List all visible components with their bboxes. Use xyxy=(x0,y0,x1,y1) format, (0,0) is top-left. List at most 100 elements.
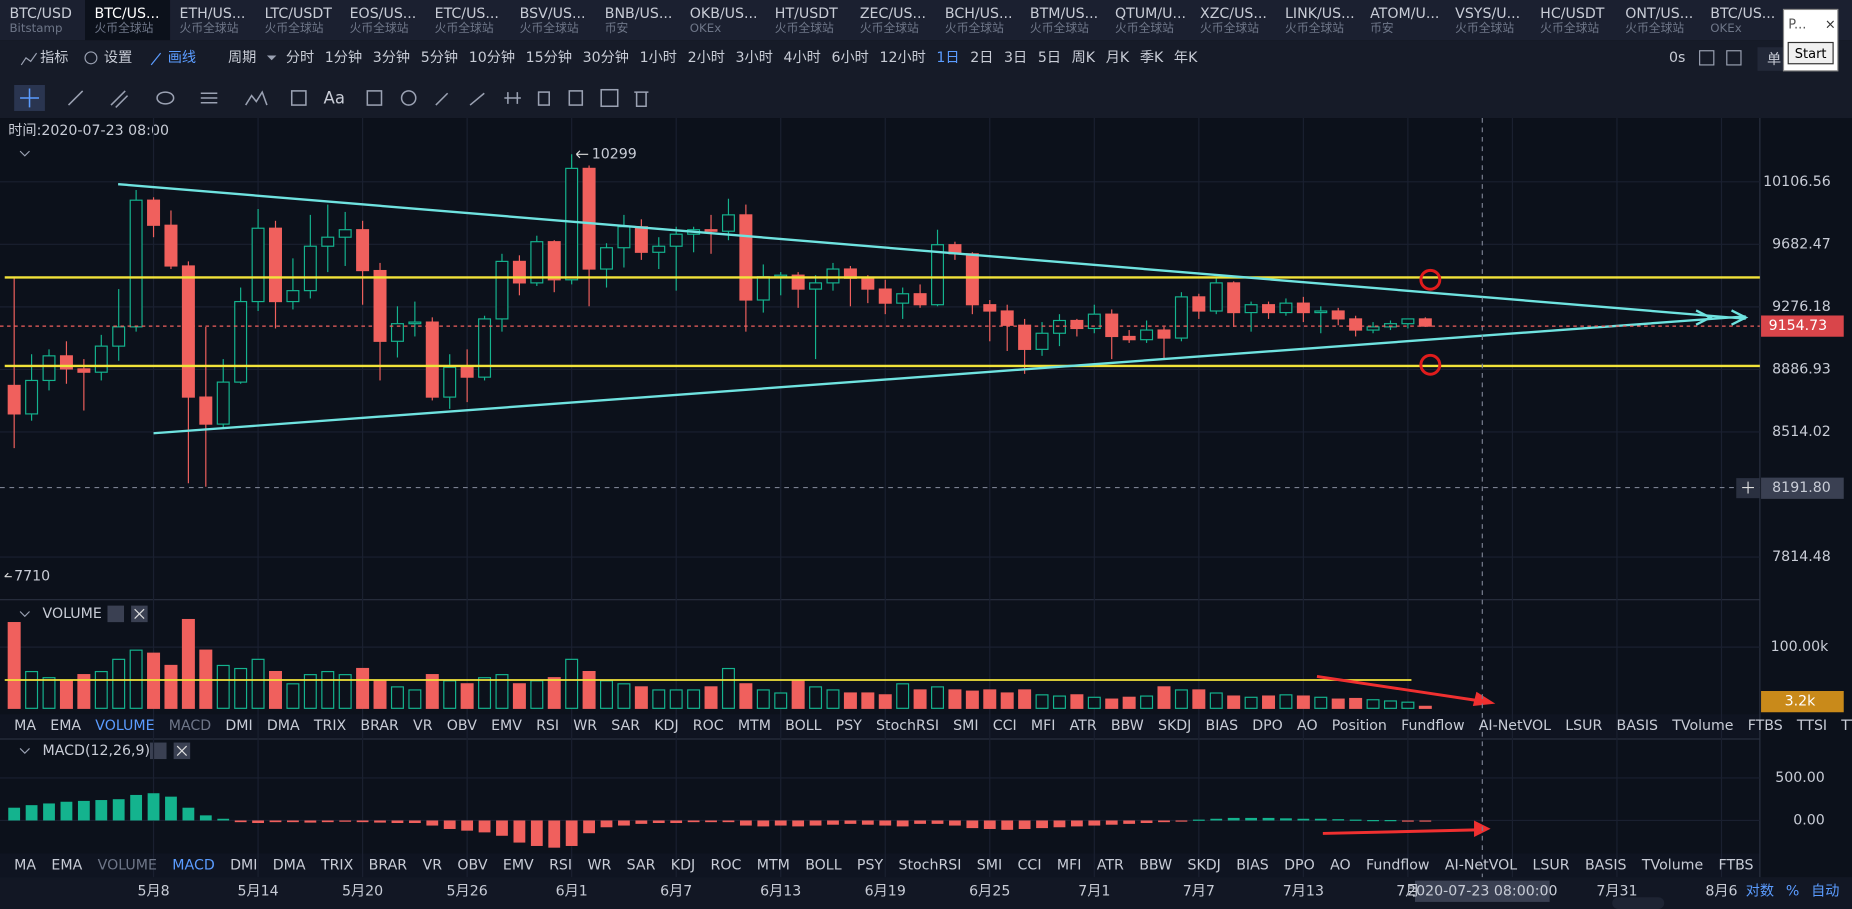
indicator-option[interactable]: VR xyxy=(423,857,443,873)
indicator-option[interactable]: LSUR xyxy=(1533,857,1570,873)
tab-symbol[interactable]: ZEC/US... xyxy=(860,6,926,22)
indicator-option[interactable]: DMA xyxy=(273,857,306,873)
tab-symbol[interactable]: BTC/US... xyxy=(1710,6,1775,22)
period-option[interactable]: 1小时 xyxy=(640,50,677,66)
period-option[interactable]: 分时 xyxy=(286,50,314,66)
pattern-tool[interactable] xyxy=(245,90,268,106)
text-tool[interactable]: Aa xyxy=(324,89,345,108)
indicator-option[interactable]: KDJ xyxy=(654,718,678,734)
indicator-option[interactable]: FTBS xyxy=(1748,718,1783,734)
indicator-option[interactable]: DPO xyxy=(1252,718,1283,734)
hide-tool[interactable] xyxy=(504,92,521,104)
tab-symbol[interactable]: QTUM/U... xyxy=(1115,6,1186,22)
indicator-option[interactable]: AI-NetVOL xyxy=(1479,718,1551,734)
start-button-bg[interactable] xyxy=(1787,41,1834,65)
indicator-option[interactable]: TRIX xyxy=(320,857,354,873)
indicator-option[interactable]: MACD xyxy=(172,857,215,873)
indicator-option[interactable]: EMV xyxy=(503,857,534,873)
brush-tool[interactable] xyxy=(366,90,383,106)
period-option[interactable]: 5分钟 xyxy=(421,49,458,66)
draw-button[interactable]: 画线 xyxy=(168,50,196,66)
indicator-option[interactable]: MFI xyxy=(1031,718,1056,734)
indicator-option[interactable]: Fundflow xyxy=(1401,718,1464,734)
line-tool[interactable] xyxy=(67,90,84,106)
scale-option[interactable]: 对数 xyxy=(1746,883,1774,899)
tab-symbol[interactable]: BSV/US... xyxy=(520,6,586,22)
tab-symbol[interactable]: XZC/US... xyxy=(1200,6,1267,22)
indicator-option[interactable]: SAR xyxy=(611,718,640,734)
pen-tool[interactable] xyxy=(469,92,485,106)
indicator-option[interactable]: MTM xyxy=(738,718,771,734)
tab-symbol[interactable]: BTC/USD xyxy=(9,6,72,22)
indicator-option[interactable]: MTM xyxy=(757,857,790,873)
indicators-button[interactable]: 指标 xyxy=(40,50,68,66)
indicator-option[interactable]: StochRSI xyxy=(876,718,939,734)
channel-tool[interactable] xyxy=(110,90,129,108)
snapshot-icon[interactable] xyxy=(1726,50,1742,66)
period-label[interactable]: 周期 xyxy=(228,50,256,66)
period-option[interactable]: 2日 xyxy=(970,50,993,66)
collapse-icon[interactable] xyxy=(19,150,30,157)
indicator-option[interactable]: WR xyxy=(573,718,597,734)
indicator-option[interactable]: DMI xyxy=(230,857,257,873)
indicator-option[interactable]: DMI xyxy=(225,718,252,734)
indicator-option[interactable]: VOLUME xyxy=(98,857,157,873)
tab-symbol[interactable]: HC/USDT xyxy=(1540,6,1605,22)
period-option[interactable]: 1分钟 xyxy=(325,49,362,66)
indicator-option[interactable]: TVolume xyxy=(1641,857,1703,873)
indicator-option[interactable]: Fundflow xyxy=(1366,857,1429,873)
indicator-option[interactable]: Position xyxy=(1332,718,1387,734)
tab-symbol[interactable]: BTM/US... xyxy=(1030,6,1098,22)
scale-option[interactable]: 自动 xyxy=(1811,883,1839,899)
tab-symbol[interactable]: BCH/US... xyxy=(945,6,1013,22)
period-option[interactable]: 3日 xyxy=(1004,50,1027,66)
period-option[interactable]: 月K xyxy=(1106,50,1130,66)
measure-tool[interactable] xyxy=(290,90,307,106)
period-option[interactable]: 季K xyxy=(1140,50,1164,66)
ellipse-tool[interactable] xyxy=(156,91,175,105)
indicator-option[interactable]: ROC xyxy=(693,718,724,734)
indicator-option[interactable]: AO xyxy=(1297,718,1318,734)
indicator-option[interactable]: AI-NetVOL xyxy=(1445,857,1517,873)
period-option[interactable]: 6小时 xyxy=(831,50,868,66)
indicator-option[interactable]: ATR xyxy=(1097,857,1124,873)
fullscreen-icon[interactable] xyxy=(1699,50,1715,66)
indicator-option[interactable]: ROC xyxy=(711,857,742,873)
indicator-option[interactable]: ATR xyxy=(1070,718,1097,734)
indicator-option[interactable]: StochRSI xyxy=(898,857,961,873)
ruler-tool[interactable] xyxy=(435,92,449,106)
settings-button[interactable]: 设置 xyxy=(104,50,132,66)
indicator-option[interactable]: VR xyxy=(413,718,433,734)
indicator-option[interactable]: TTSI xyxy=(1796,718,1827,734)
indicator-option[interactable]: BIAS xyxy=(1206,718,1239,734)
drawing-tools[interactable] xyxy=(14,84,649,111)
mode-button[interactable]: 单 xyxy=(1767,52,1781,68)
period-option[interactable]: 10分钟 xyxy=(469,49,515,66)
period-option[interactable]: 1日 xyxy=(936,50,959,66)
tab-symbol[interactable]: LINK/US... xyxy=(1285,6,1355,22)
tab-symbol[interactable]: BNB/US... xyxy=(605,6,673,22)
tab-symbol[interactable]: OKB/US... xyxy=(690,6,758,22)
indicator-option[interactable]: FTBS xyxy=(1719,857,1754,873)
indicator-option[interactable]: KDJ xyxy=(671,857,695,873)
lock-tool[interactable] xyxy=(537,91,550,106)
indicator-option[interactable]: DPO xyxy=(1284,857,1315,873)
indicator-option[interactable]: RSI xyxy=(549,857,572,873)
indicator-option[interactable]: BRAR xyxy=(360,718,399,734)
collapse-icon[interactable] xyxy=(19,611,30,618)
indicator-option[interactable]: SMI xyxy=(953,718,978,734)
indicator-option[interactable]: BBW xyxy=(1139,857,1172,873)
magnet-tool[interactable] xyxy=(400,90,417,106)
collapse-icon[interactable] xyxy=(19,748,30,755)
indicator-option[interactable]: SKDJ xyxy=(1187,857,1220,873)
indicator-option[interactable]: PSY xyxy=(836,718,863,734)
indicator-option[interactable]: DMA xyxy=(267,718,300,734)
tab-symbol[interactable]: VSYS/U... xyxy=(1455,6,1520,22)
tab-symbol[interactable]: LTC/USDT xyxy=(265,6,333,22)
indicator-option[interactable]: TRIX xyxy=(313,718,347,734)
tab-symbol[interactable]: BTC/US... xyxy=(94,6,159,22)
indicator-option[interactable]: BOLL xyxy=(785,718,822,734)
indicator-option[interactable]: CCI xyxy=(1018,857,1042,873)
popup-close[interactable]: × xyxy=(1825,17,1836,32)
indicator-option[interactable]: PSY xyxy=(857,857,884,873)
